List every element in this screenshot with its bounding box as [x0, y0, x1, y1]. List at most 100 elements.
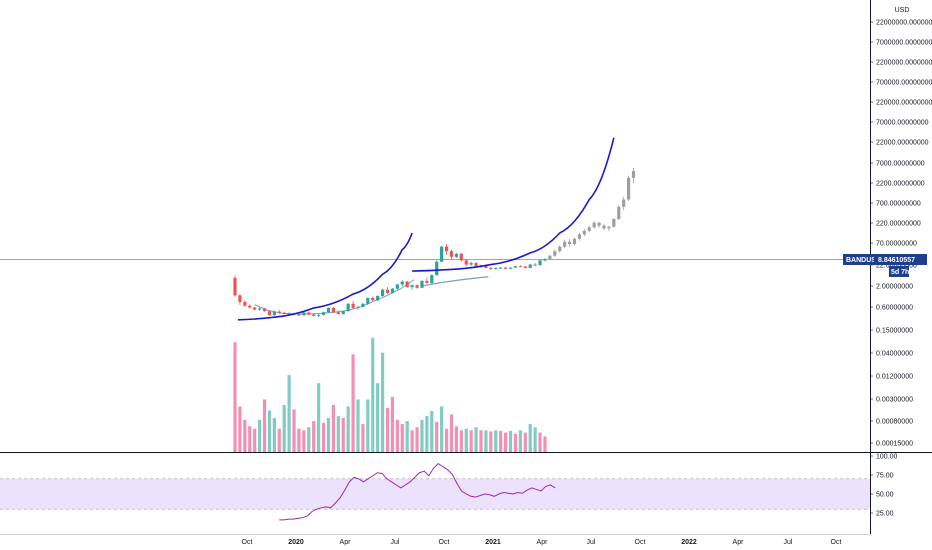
volume-bar — [262, 399, 267, 452]
volume-bar — [508, 430, 513, 452]
candle-body — [376, 295, 380, 301]
price-axis-label: 700000.00000000 — [876, 80, 932, 87]
candle-body — [326, 307, 331, 313]
candle-body — [425, 280, 429, 283]
candle-body — [297, 314, 301, 316]
volume-bar — [336, 416, 340, 452]
volume-bar — [479, 430, 483, 452]
candle-body — [508, 267, 513, 269]
candle-body — [321, 312, 326, 315]
volume-bar — [267, 410, 272, 452]
candle-body — [233, 277, 237, 296]
volume-bar — [366, 399, 370, 452]
symbol-price-tag[interactable]: BANDUSD 8.84610557 5d 7h — [843, 254, 927, 277]
price-axis-label: 0.01200000 — [876, 374, 913, 381]
projected-body — [558, 246, 562, 252]
projected-body — [572, 238, 577, 245]
main-pane[interactable] — [0, 0, 870, 452]
volume-bar — [504, 432, 508, 452]
candle-body — [415, 285, 419, 288]
rsi-axis-label: 100.00 — [876, 454, 898, 461]
volume-bar — [420, 419, 424, 452]
price-axis-label: 0.00080000 — [876, 419, 913, 426]
candle-body — [312, 314, 316, 316]
candle-body — [243, 301, 247, 306]
candle-body — [538, 260, 542, 266]
time-axis-label: Jul — [391, 539, 400, 546]
price-axis-label: 2200000.00000000 — [876, 60, 932, 67]
volume-bar — [459, 430, 463, 452]
projected-body — [548, 255, 552, 260]
candle-body — [346, 303, 350, 312]
rsi-line — [279, 462, 556, 521]
volume-bar — [376, 383, 380, 452]
volume-bars — [233, 338, 547, 452]
volume-bar — [307, 427, 311, 452]
volume-bar — [248, 426, 252, 452]
candle-body — [430, 275, 434, 283]
rsi-axis-label: 50.00 — [876, 492, 894, 499]
volume-bar — [444, 428, 449, 452]
price-axis-label: 70.00000000 — [876, 241, 917, 248]
candle-body — [371, 298, 375, 301]
volume-bar — [454, 426, 458, 452]
candle-body — [474, 263, 478, 267]
candle-body — [267, 311, 272, 316]
time-axis-label: Jul — [784, 539, 793, 546]
volume-bar — [405, 421, 409, 452]
projected-body — [602, 225, 606, 229]
volume-bar — [331, 404, 335, 452]
candle-body — [489, 267, 493, 270]
candle-body — [385, 289, 390, 293]
candle-body — [410, 285, 414, 287]
volume-bar — [292, 409, 296, 452]
time-axis-label: Oct — [635, 539, 646, 546]
candle-body — [336, 312, 340, 314]
volume-bar — [385, 407, 390, 452]
candle-body — [238, 295, 242, 302]
volume-bar — [533, 427, 537, 452]
projected-body — [577, 234, 581, 239]
candle-body — [248, 305, 252, 308]
volume-bar — [346, 406, 350, 452]
price-axis-label: 2.00000000 — [876, 284, 913, 291]
volume-bar — [400, 424, 404, 452]
candle-body — [277, 311, 281, 313]
candle-body — [469, 263, 473, 265]
volume-bar — [513, 433, 518, 452]
volume-bar — [321, 422, 326, 452]
candle-body — [533, 264, 537, 266]
time-axis-label: Apr — [340, 539, 352, 546]
candle-body — [449, 251, 454, 257]
rsi-band — [0, 478, 870, 510]
candle-body — [282, 312, 286, 314]
price-axis[interactable]: USD 22000000.00000000 7000000.00000000 220… — [843, 7, 932, 448]
candle-body — [405, 281, 409, 287]
price-axis-label: 220.00000000 — [876, 221, 921, 228]
price-axis-label: 0.00015000 — [876, 441, 913, 448]
projected-body — [597, 222, 601, 226]
volume-bar — [494, 430, 498, 452]
candle-body — [351, 303, 355, 308]
time-axis-label: 2020 — [288, 539, 304, 546]
rsi-pane[interactable] — [0, 462, 870, 521]
time-axis-label: 2022 — [681, 539, 697, 546]
candle-body — [253, 307, 257, 310]
time-axis-label: Oct — [831, 539, 842, 546]
rsi-axis[interactable]: 100.00 75.00 50.00 25.00 — [870, 454, 898, 518]
candle-body — [513, 266, 518, 268]
candle-body — [435, 261, 439, 276]
time-axis[interactable]: Oct 2020 Apr Jul Oct 2021 Apr Jul Oct 2022 Apr Jul O… — [242, 539, 842, 546]
time-axis-label: Apr — [537, 539, 549, 546]
moving-average-line-2 — [421, 276, 489, 287]
candle-body — [258, 308, 262, 310]
candle-body — [356, 306, 360, 308]
candle-body — [504, 267, 508, 269]
candle-body — [361, 303, 365, 307]
volume-bar — [272, 417, 276, 452]
volume-bar — [440, 406, 444, 452]
candle-body — [464, 260, 468, 265]
volume-bar — [277, 428, 281, 452]
volume-bar — [489, 431, 493, 452]
